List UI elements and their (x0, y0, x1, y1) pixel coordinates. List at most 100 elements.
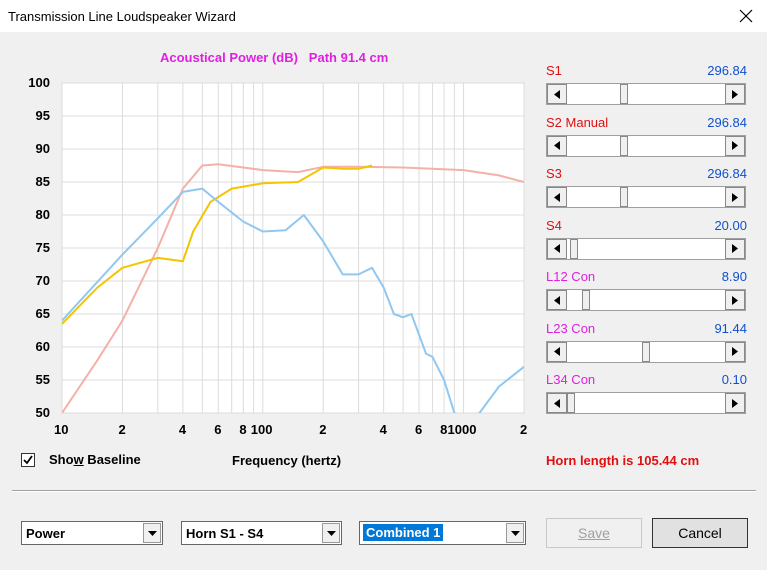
close-icon (739, 9, 753, 23)
x-tick-label: 6 (214, 422, 222, 437)
scroll-left-button[interactable] (547, 290, 567, 310)
scroll-left-button[interactable] (547, 393, 567, 413)
left-arrow-icon (554, 347, 560, 356)
slider-thumb[interactable] (570, 238, 578, 259)
parameter-slider[interactable] (546, 340, 746, 363)
series-line-1 (62, 163, 524, 413)
parameter-slider[interactable] (546, 83, 746, 105)
scroll-right-button[interactable] (725, 135, 745, 156)
scroll-left-button[interactable] (547, 135, 567, 156)
combination-select[interactable]: Combined 1 (359, 521, 526, 545)
scroll-right-button[interactable] (725, 187, 745, 207)
left-arrow-icon (554, 295, 560, 305)
horn-section-value: Horn S1 - S4 (186, 526, 264, 541)
y-tick-label: 65 (35, 306, 50, 321)
plot-type-value: Power (26, 526, 66, 541)
slider-thumb[interactable] (567, 393, 575, 413)
dropdown-arrow-icon[interactable] (143, 523, 161, 543)
horn-section-select[interactable]: Horn S1 - S4 (181, 521, 342, 545)
slider-thumb[interactable] (619, 187, 628, 207)
cancel-button-label: Cancel (678, 525, 722, 541)
scroll-left-button[interactable] (547, 187, 567, 207)
scroll-right-button[interactable] (725, 238, 745, 259)
slider-label: L34 Con (546, 372, 596, 387)
cancel-button[interactable]: Cancel (652, 518, 748, 548)
slider-thumb[interactable] (619, 84, 628, 104)
parameter-slider[interactable] (546, 237, 746, 260)
slider-value: 0.10 (721, 372, 747, 387)
window-title: Transmission Line Loudspeaker Wizard (8, 9, 236, 24)
x-tick-label: 8 (239, 422, 247, 437)
scroll-right-button[interactable] (725, 341, 745, 362)
x-tick-label: 8 (440, 422, 448, 437)
slider-thumb[interactable] (582, 290, 590, 310)
slider-label: L12 Con (546, 269, 596, 284)
x-tick-label: 1000 (447, 422, 477, 437)
right-arrow-icon (732, 295, 738, 305)
y-tick-label: 90 (35, 141, 50, 156)
scroll-left-button[interactable] (547, 238, 567, 259)
slider-label: S3 (546, 166, 562, 181)
right-arrow-icon (732, 192, 738, 202)
x-tick-label: 4 (178, 422, 187, 437)
show-baseline-label: Show Baseline (49, 452, 141, 467)
x-tick-label: 10 (54, 422, 69, 437)
dropdown-arrow-icon[interactable] (506, 523, 524, 543)
x-tick-label: 6 (415, 422, 423, 437)
y-tick-label: 55 (35, 372, 50, 387)
right-arrow-icon (732, 141, 738, 150)
scroll-left-button[interactable] (547, 341, 567, 362)
close-button[interactable] (731, 2, 761, 30)
y-tick-label: 70 (35, 273, 50, 288)
left-arrow-icon (554, 89, 560, 99)
x-tick-label: 2 (319, 422, 327, 437)
x-tick-label: 2 (118, 422, 126, 437)
horn-length-text: Horn length is 105.44 cm (546, 453, 700, 468)
y-tick-label: 75 (35, 240, 50, 255)
slider-thumb[interactable] (642, 341, 650, 362)
plot-type-select[interactable]: Power (21, 521, 163, 545)
y-tick-label: 50 (35, 405, 50, 420)
checkbox-box[interactable] (21, 452, 35, 467)
slider-thumb[interactable] (619, 135, 628, 156)
left-arrow-icon (554, 192, 560, 202)
combination-value: Combined 1 (363, 524, 444, 541)
series-line-3 (62, 187, 524, 413)
right-arrow-icon (732, 89, 738, 99)
save-button[interactable]: Save (546, 518, 642, 548)
slider-value: 296.84 (707, 114, 747, 130)
y-tick-label: 60 (35, 339, 50, 354)
y-tick-label: 95 (35, 108, 50, 123)
slider-label: L23 Con (546, 320, 596, 336)
parameter-slider[interactable] (546, 392, 746, 414)
parameter-slider[interactable] (546, 289, 746, 311)
right-arrow-icon (732, 398, 738, 408)
scroll-right-button[interactable] (725, 393, 745, 413)
separator (12, 490, 756, 492)
title-bar: Transmission Line Loudspeaker Wizard (0, 0, 767, 32)
x-tick-label: 100 (250, 422, 273, 437)
scroll-right-button[interactable] (725, 84, 745, 104)
scroll-right-button[interactable] (725, 290, 745, 310)
slider-value: 296.84 (707, 166, 747, 181)
slider-value: 296.84 (707, 63, 747, 78)
right-arrow-icon (732, 347, 738, 356)
show-baseline-checkbox[interactable]: Show Baseline (21, 452, 141, 467)
y-tick-label: 80 (35, 207, 50, 222)
chart-title: Acoustical Power (dB) Path 91.4 cm (160, 50, 389, 65)
parameter-slider[interactable] (546, 134, 746, 157)
dropdown-arrow-icon[interactable] (322, 523, 340, 543)
slider-label: S4 (546, 217, 562, 233)
slider-label: S2 Manual (546, 114, 609, 130)
y-tick-label: 85 (35, 174, 50, 189)
left-arrow-icon (554, 141, 560, 150)
slider-value: 8.90 (721, 269, 747, 284)
x-axis-title: Frequency (hertz) (232, 453, 342, 468)
x-tick-label: 2 (520, 422, 528, 437)
slider-label: S1 (546, 63, 562, 78)
scroll-left-button[interactable] (547, 84, 567, 104)
parameter-slider[interactable] (546, 186, 746, 208)
slider-value: 91.44 (714, 320, 747, 336)
right-arrow-icon (732, 244, 738, 253)
